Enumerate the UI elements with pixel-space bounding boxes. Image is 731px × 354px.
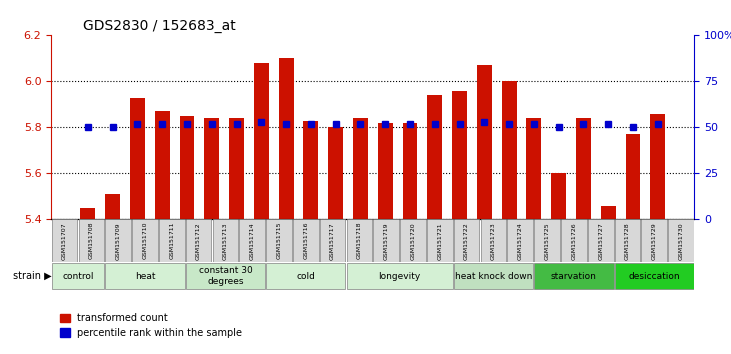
- FancyBboxPatch shape: [239, 219, 265, 262]
- Text: constant 30
degrees: constant 30 degrees: [199, 267, 252, 286]
- Bar: [303, 121, 318, 219]
- Bar: [428, 95, 442, 219]
- Bar: [601, 206, 616, 219]
- Bar: [130, 98, 145, 219]
- Text: heat: heat: [135, 272, 155, 281]
- Text: GDS2830 / 152683_at: GDS2830 / 152683_at: [83, 19, 236, 33]
- Bar: [105, 194, 120, 219]
- Bar: [204, 118, 219, 219]
- FancyBboxPatch shape: [105, 263, 185, 289]
- Bar: [80, 208, 95, 219]
- FancyBboxPatch shape: [615, 219, 640, 262]
- FancyBboxPatch shape: [588, 219, 613, 262]
- Text: GSM151708: GSM151708: [89, 222, 94, 259]
- Text: GSM151711: GSM151711: [170, 222, 174, 259]
- Bar: [229, 118, 244, 219]
- FancyBboxPatch shape: [454, 263, 533, 289]
- Bar: [452, 91, 467, 219]
- Text: GSM151720: GSM151720: [411, 222, 415, 259]
- FancyBboxPatch shape: [534, 263, 613, 289]
- Text: GSM151712: GSM151712: [196, 222, 201, 259]
- Text: heat knock down: heat knock down: [455, 272, 532, 281]
- Text: GSM151715: GSM151715: [276, 222, 281, 259]
- FancyBboxPatch shape: [374, 219, 399, 262]
- FancyBboxPatch shape: [668, 219, 694, 262]
- FancyBboxPatch shape: [480, 219, 507, 262]
- Bar: [180, 116, 194, 219]
- FancyBboxPatch shape: [52, 219, 77, 262]
- Text: GSM151722: GSM151722: [464, 222, 469, 259]
- FancyBboxPatch shape: [266, 263, 346, 289]
- Text: starvation: starvation: [551, 272, 596, 281]
- FancyBboxPatch shape: [186, 263, 265, 289]
- Text: GSM151726: GSM151726: [572, 222, 576, 259]
- FancyBboxPatch shape: [507, 219, 533, 262]
- Bar: [279, 58, 294, 219]
- Bar: [551, 173, 566, 219]
- Bar: [155, 112, 170, 219]
- Text: GSM151718: GSM151718: [357, 222, 362, 259]
- Bar: [526, 118, 542, 219]
- Bar: [353, 118, 368, 219]
- Bar: [501, 81, 517, 219]
- Text: GSM151727: GSM151727: [598, 222, 603, 259]
- Text: GSM151730: GSM151730: [678, 222, 683, 259]
- FancyBboxPatch shape: [293, 219, 319, 262]
- Text: GSM151724: GSM151724: [518, 222, 523, 259]
- Text: GSM151707: GSM151707: [62, 222, 67, 259]
- Text: GSM151728: GSM151728: [625, 222, 630, 259]
- FancyBboxPatch shape: [186, 219, 211, 262]
- FancyBboxPatch shape: [159, 219, 185, 262]
- Bar: [576, 118, 591, 219]
- FancyBboxPatch shape: [346, 263, 452, 289]
- Text: GSM151709: GSM151709: [115, 222, 121, 259]
- FancyBboxPatch shape: [534, 219, 560, 262]
- Text: GSM151713: GSM151713: [223, 222, 228, 259]
- Text: GSM151716: GSM151716: [303, 222, 308, 259]
- Text: strain ▶: strain ▶: [12, 271, 51, 281]
- Text: cold: cold: [296, 272, 315, 281]
- Text: GSM151725: GSM151725: [545, 222, 550, 259]
- FancyBboxPatch shape: [319, 219, 346, 262]
- Text: longevity: longevity: [379, 272, 421, 281]
- Bar: [477, 65, 492, 219]
- FancyBboxPatch shape: [427, 219, 452, 262]
- FancyBboxPatch shape: [615, 263, 694, 289]
- FancyBboxPatch shape: [561, 219, 587, 262]
- Text: GSM151729: GSM151729: [652, 222, 656, 259]
- FancyBboxPatch shape: [213, 219, 238, 262]
- Bar: [254, 63, 269, 219]
- Bar: [403, 123, 417, 219]
- FancyBboxPatch shape: [266, 219, 292, 262]
- Bar: [651, 114, 665, 219]
- Text: control: control: [62, 272, 94, 281]
- Text: GSM151721: GSM151721: [437, 222, 442, 259]
- Text: desiccation: desiccation: [629, 272, 680, 281]
- Legend: transformed count, percentile rank within the sample: transformed count, percentile rank withi…: [56, 309, 246, 342]
- Bar: [378, 123, 393, 219]
- FancyBboxPatch shape: [52, 263, 105, 289]
- FancyBboxPatch shape: [641, 219, 667, 262]
- FancyBboxPatch shape: [400, 219, 426, 262]
- Text: GSM151714: GSM151714: [250, 222, 254, 259]
- FancyBboxPatch shape: [105, 219, 131, 262]
- FancyBboxPatch shape: [454, 219, 480, 262]
- FancyBboxPatch shape: [78, 219, 105, 262]
- Text: GSM151719: GSM151719: [384, 222, 389, 259]
- Bar: [328, 127, 343, 219]
- Text: GSM151723: GSM151723: [491, 222, 496, 259]
- Bar: [626, 135, 640, 219]
- Text: GSM151710: GSM151710: [143, 222, 148, 259]
- FancyBboxPatch shape: [346, 219, 372, 262]
- FancyBboxPatch shape: [132, 219, 158, 262]
- Text: GSM151717: GSM151717: [330, 222, 335, 259]
